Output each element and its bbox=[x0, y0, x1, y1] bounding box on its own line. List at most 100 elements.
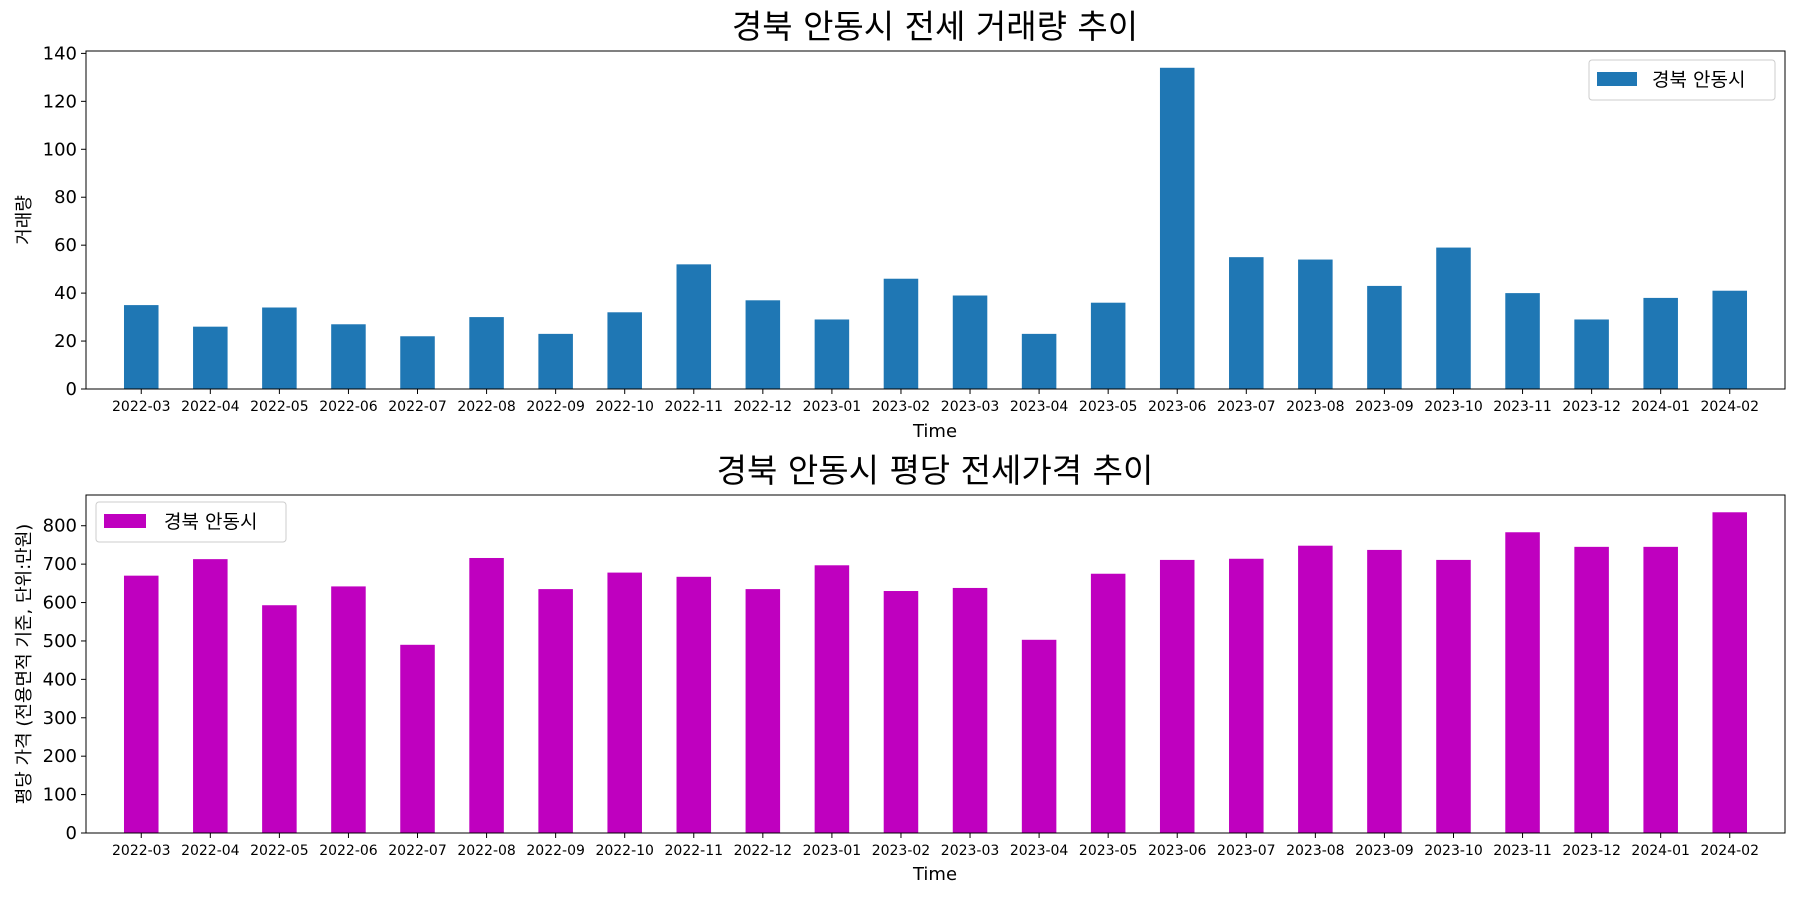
bar-2023-01 bbox=[814, 565, 850, 833]
x-tick-label: 2022-08 bbox=[457, 843, 516, 859]
bar-2022-10 bbox=[607, 572, 642, 833]
x-tick-label: 2023-10 bbox=[1424, 843, 1483, 859]
legend-frame bbox=[1588, 59, 1776, 101]
x-tick-label: 2023-11 bbox=[1493, 843, 1552, 859]
x-tick-label: 2023-04 bbox=[1010, 843, 1069, 859]
x-tick-label: 2023-02 bbox=[872, 399, 931, 415]
x-tick-label: 2022-04 bbox=[181, 843, 240, 859]
x-tick-label: 2022-03 bbox=[112, 843, 171, 859]
bar-2022-09 bbox=[538, 589, 573, 833]
bar-2023-08 bbox=[1298, 259, 1333, 389]
bar-2022-05 bbox=[262, 307, 297, 389]
x-tick-label: 2023-01 bbox=[803, 399, 862, 415]
bar-2022-12 bbox=[745, 589, 781, 833]
bar-2023-07 bbox=[1229, 558, 1264, 833]
x-tick-label: 2023-07 bbox=[1217, 843, 1276, 859]
bar-2022-04 bbox=[193, 326, 228, 389]
y-tick-label: 0 bbox=[66, 823, 77, 844]
x-tick-label: 2022-05 bbox=[250, 399, 309, 415]
x-tick-label: 2022-04 bbox=[181, 399, 240, 415]
x-tick-label: 2023-06 bbox=[1148, 399, 1207, 415]
y-tick-label: 80 bbox=[54, 187, 77, 208]
x-tick-label: 2022-09 bbox=[526, 399, 585, 415]
chart-price-per-pyeong: 경북 안동시 평당 전세가격 추이 0 100 200 300 400 500 600 700… bbox=[14, 451, 1786, 885]
x-tick-label: 2022-07 bbox=[388, 843, 447, 859]
x-axis-label: Time bbox=[912, 864, 957, 885]
legend-label: 경북 안동시 bbox=[164, 511, 257, 533]
y-tick-label: 100 bbox=[43, 785, 77, 806]
bar-group bbox=[123, 67, 1748, 389]
chart-transaction-volume: 경북 안동시 전세 거래량 추이 0 20 40 60 80 100 120 140 2022… bbox=[14, 7, 1786, 442]
x-tick-label: 2022-11 bbox=[665, 399, 724, 415]
x-tick-label: 2023-05 bbox=[1079, 399, 1138, 415]
x-tick-label: 2023-09 bbox=[1355, 399, 1414, 415]
x-tick-label: 2023-02 bbox=[872, 843, 931, 859]
bar-2023-08 bbox=[1298, 545, 1333, 833]
x-tick-label: 2022-05 bbox=[250, 843, 309, 859]
y-tick-label: 800 bbox=[43, 516, 77, 537]
bar-2023-06 bbox=[1159, 67, 1195, 389]
bar-2023-02 bbox=[883, 278, 919, 389]
y-axis: 0 100 200 300 400 500 600 700 800 bbox=[43, 516, 86, 844]
x-tick-label: 2022-06 bbox=[319, 843, 378, 859]
y-tick-label: 500 bbox=[43, 631, 77, 652]
bar-2024-02 bbox=[1712, 290, 1748, 389]
bar-2022-07 bbox=[400, 644, 435, 833]
y-tick-label: 300 bbox=[43, 708, 77, 729]
x-tick-label: 2023-06 bbox=[1148, 843, 1207, 859]
x-tick-label: 2022-11 bbox=[665, 843, 724, 859]
x-tick-label: 2024-02 bbox=[1700, 399, 1759, 415]
y-tick-label: 400 bbox=[43, 669, 77, 690]
x-tick-label: 2024-01 bbox=[1631, 843, 1690, 859]
bar-2024-02 bbox=[1712, 512, 1748, 833]
y-tick-label: 0 bbox=[66, 379, 77, 400]
bar-2023-05 bbox=[1090, 573, 1126, 833]
bar-group bbox=[123, 512, 1748, 833]
x-axis-label: Time bbox=[912, 421, 957, 442]
x-tick-label: 2023-01 bbox=[803, 843, 862, 859]
bar-2023-11 bbox=[1505, 532, 1540, 833]
bar-2023-05 bbox=[1090, 302, 1126, 389]
x-tick-label: 2024-02 bbox=[1700, 843, 1759, 859]
bar-2022-11 bbox=[676, 576, 712, 833]
legend: 경북 안동시 bbox=[1588, 59, 1776, 101]
bar-2022-11 bbox=[676, 264, 712, 389]
chart-title: 경북 안동시 평당 전세가격 추이 bbox=[717, 451, 1154, 490]
x-axis: 2022-03 2022-04 2022-05 2022-06 2022-07 2022-… bbox=[112, 389, 1759, 415]
x-tick-label: 2023-11 bbox=[1493, 399, 1552, 415]
x-tick-label: 2022-12 bbox=[734, 399, 793, 415]
bar-2022-03 bbox=[123, 305, 159, 389]
y-tick-label: 140 bbox=[43, 43, 77, 64]
x-tick-label: 2022-03 bbox=[112, 399, 171, 415]
bar-2022-10 bbox=[607, 312, 642, 389]
bar-2023-03 bbox=[952, 295, 988, 389]
x-tick-label: 2023-10 bbox=[1424, 399, 1483, 415]
legend-swatch bbox=[1597, 72, 1637, 86]
bar-2024-01 bbox=[1643, 546, 1678, 833]
legend: 경북 안동시 bbox=[95, 501, 287, 543]
bar-2024-01 bbox=[1643, 297, 1678, 389]
bar-2023-03 bbox=[952, 587, 988, 833]
x-tick-label: 2022-06 bbox=[319, 399, 378, 415]
bar-2022-08 bbox=[469, 317, 504, 389]
y-tick-label: 20 bbox=[54, 331, 77, 352]
y-tick-label: 700 bbox=[43, 554, 77, 575]
x-tick-label: 2022-09 bbox=[526, 843, 585, 859]
bar-2023-06 bbox=[1159, 559, 1195, 833]
bar-2022-04 bbox=[193, 559, 228, 833]
bar-2023-10 bbox=[1436, 559, 1471, 833]
bar-2023-09 bbox=[1367, 285, 1402, 389]
bar-2022-06 bbox=[331, 324, 366, 389]
x-tick-label: 2022-10 bbox=[595, 843, 654, 859]
y-axis-label: 거래량 bbox=[14, 195, 35, 245]
bar-2023-09 bbox=[1367, 549, 1402, 833]
bar-2023-02 bbox=[883, 591, 919, 833]
chart-title: 경북 안동시 전세 거래량 추이 bbox=[732, 7, 1138, 46]
bar-2022-07 bbox=[400, 336, 435, 389]
bar-2022-03 bbox=[123, 575, 159, 833]
bar-2023-10 bbox=[1436, 247, 1471, 389]
legend-label: 경북 안동시 bbox=[1652, 69, 1745, 91]
bar-2023-07 bbox=[1229, 257, 1264, 389]
x-tick-label: 2022-08 bbox=[457, 399, 516, 415]
x-tick-label: 2023-04 bbox=[1010, 399, 1069, 415]
